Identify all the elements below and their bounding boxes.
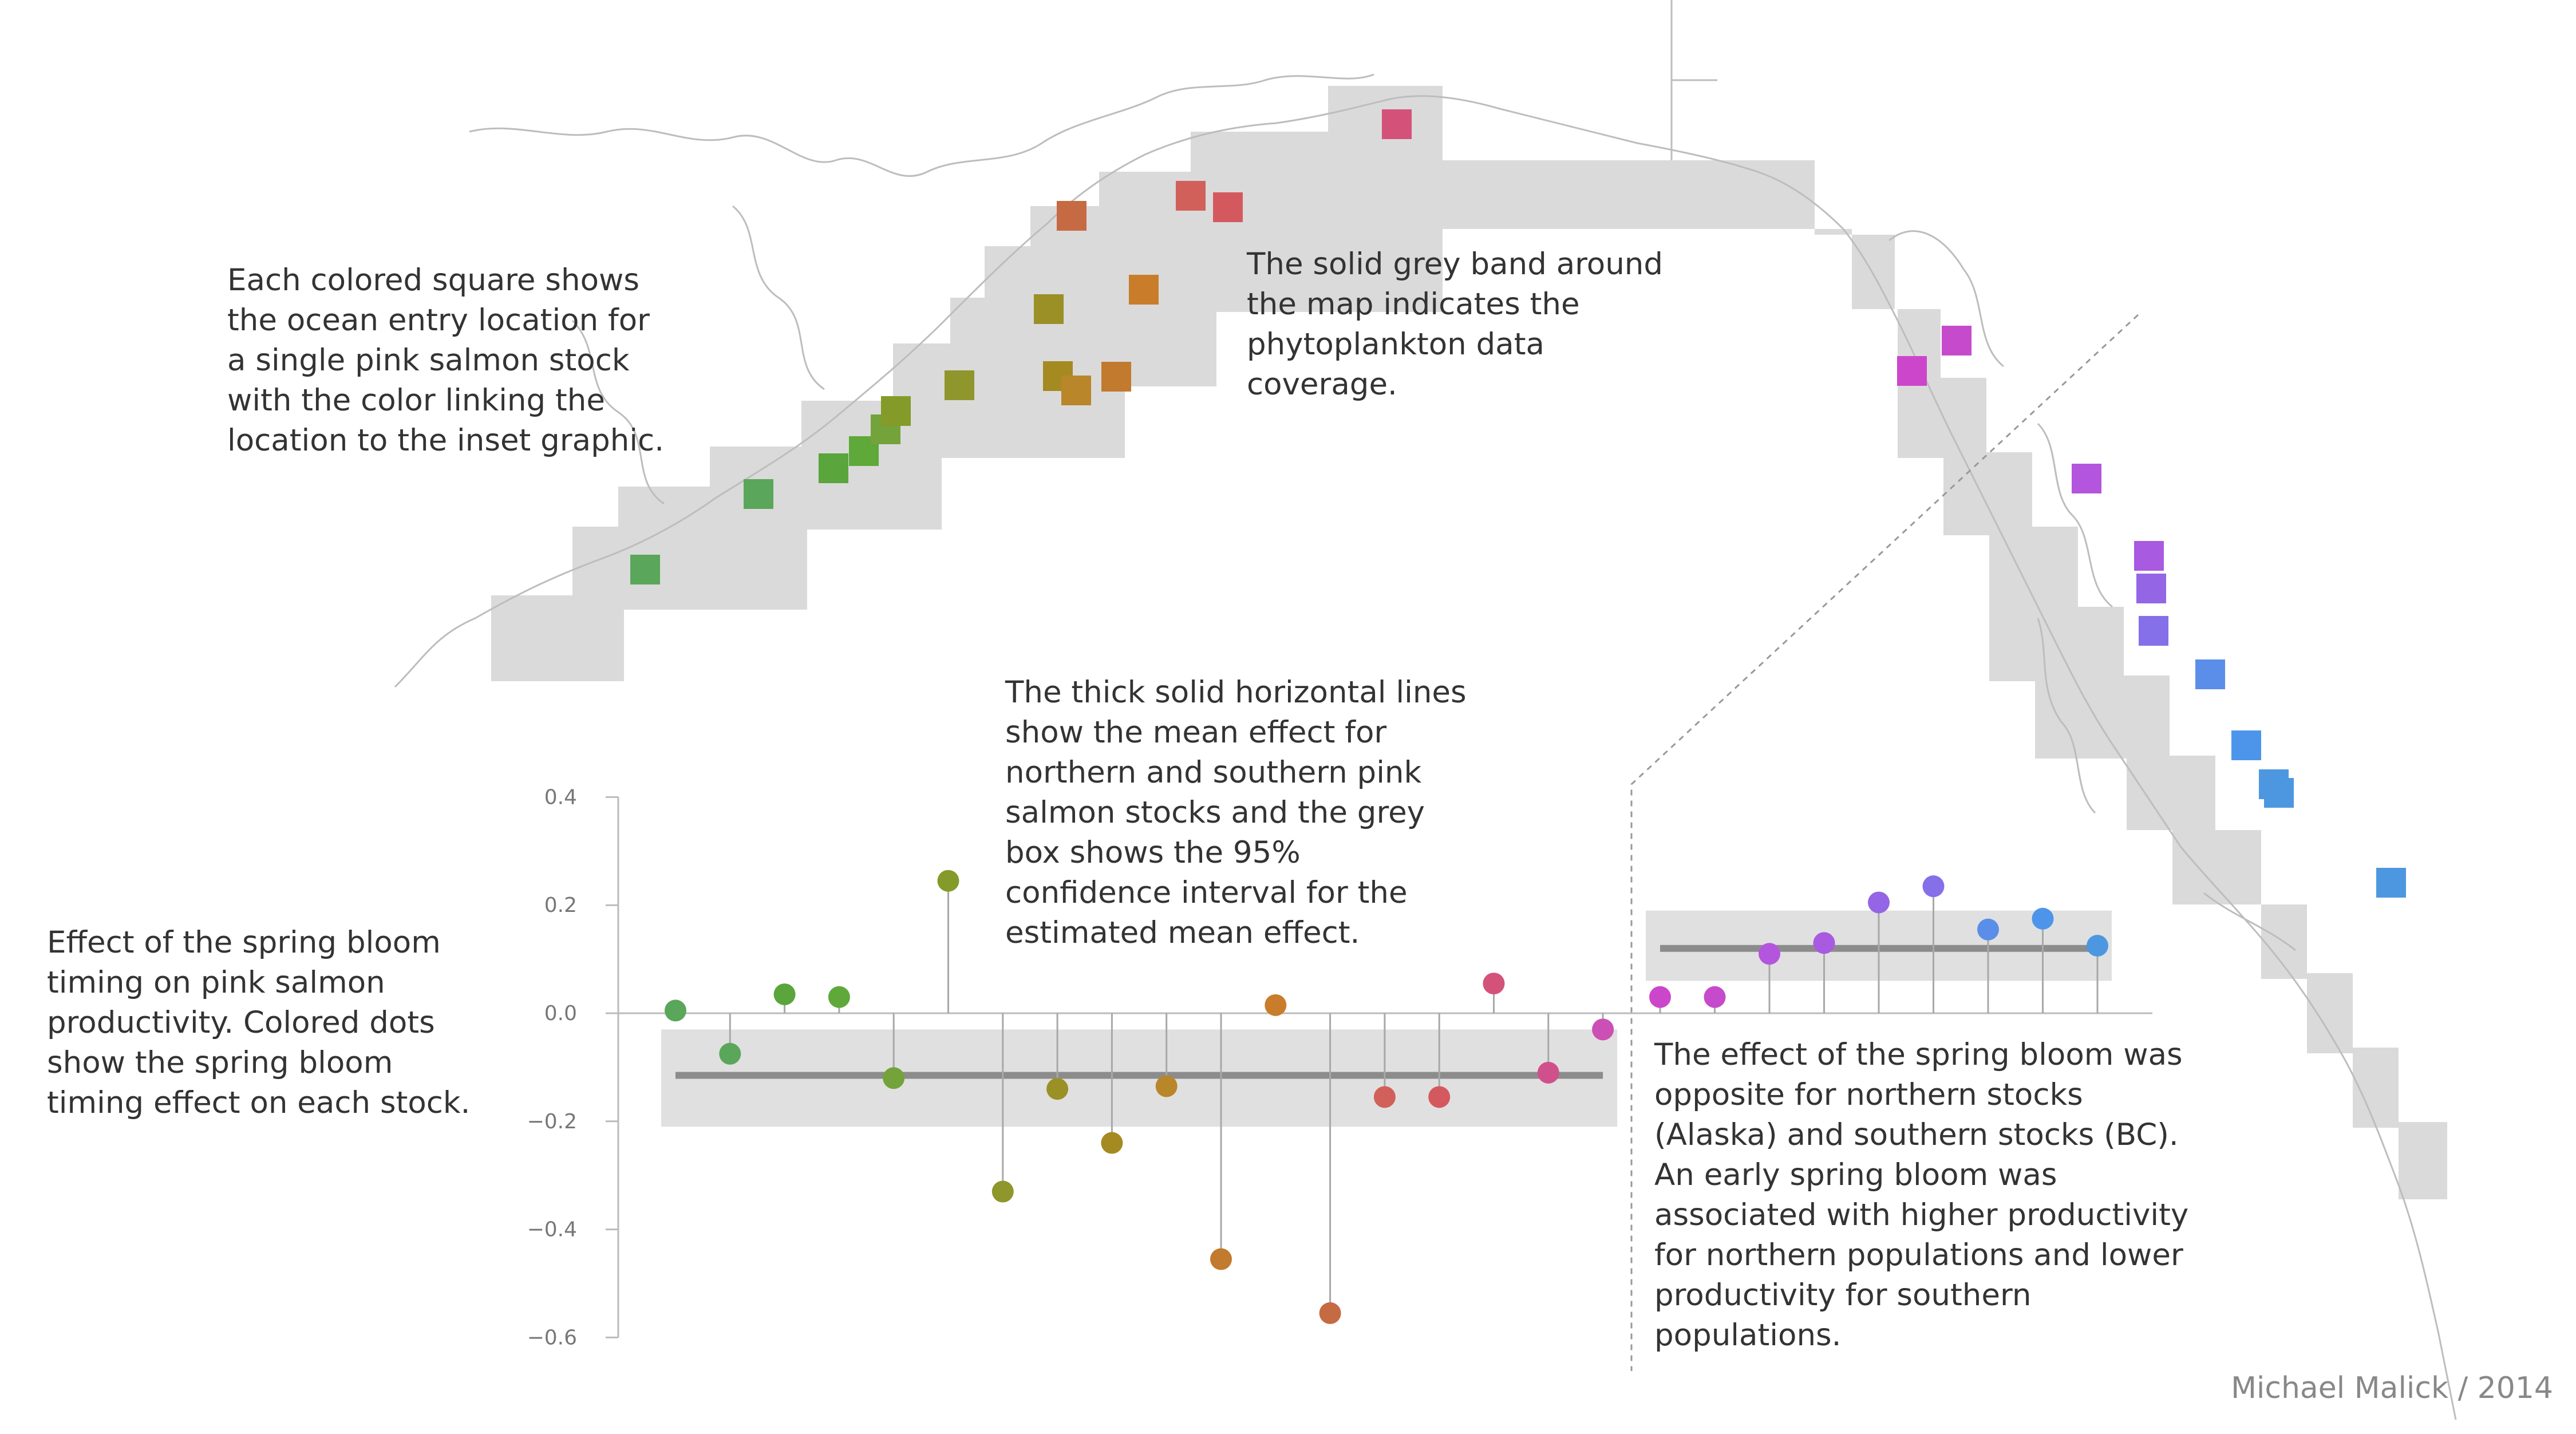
northern-point [1428,1086,1451,1108]
stock-square [1129,275,1159,305]
northern-point [719,1042,741,1065]
stock-square [945,370,974,400]
southern-point [1759,943,1780,965]
annotation-effect: Effect of the spring bloom timing on pin… [47,925,471,1120]
stock-square [1942,326,1971,355]
northern-point [1046,1078,1069,1100]
stock-square [2195,659,2225,689]
stock-square [2134,541,2164,571]
northern-point [1537,1061,1559,1084]
southern-point [2087,935,2108,957]
southern-point [1813,932,1835,954]
stock-square [630,555,660,584]
stock-square [2139,616,2168,646]
credit: Michael Malick / 2014 [2231,1371,2553,1405]
scatter-plot: 0.4 0.2 0.0 −0.2 −0.4 −0.6 [527,785,2152,1349]
y-tick-label: 0.0 [544,1002,577,1025]
northern-point [665,1000,686,1022]
stock-square [1897,356,1927,386]
southern-point [1977,918,1999,941]
stock-square [819,453,848,483]
coastline-bc-islands [1670,0,2296,951]
coastline-alaska [394,95,1844,688]
stock-square [1034,294,1064,324]
northern-point [1592,1018,1614,1041]
northern-point [1101,1132,1123,1154]
y-tick-label: −0.4 [527,1218,577,1242]
stock-squares [630,109,2406,898]
stock-square [881,396,911,426]
northern-point [1155,1075,1178,1097]
stock-square [1061,376,1091,405]
stock-square [2376,868,2406,898]
southern-point [2032,907,2054,930]
dashed-connector [1630,314,2139,1371]
annotation-opposite: The effect of the spring bloom was oppos… [1654,1037,2189,1353]
stock-square [1057,201,1086,231]
northern-point [773,983,796,1005]
coastline-interior [469,73,1374,505]
stock-square [2231,730,2261,760]
coastline-bc [1842,228,2457,1420]
y-tick-label: 0.2 [544,894,577,917]
southern-point [1868,891,1890,914]
northern-point [1319,1302,1341,1324]
northern-point [1373,1086,1396,1108]
northern-point [991,1180,1014,1203]
northern-point [1483,973,1505,995]
northern-point [1210,1248,1232,1270]
y-tick-label: −0.6 [527,1326,577,1349]
northern-point [937,870,959,892]
stock-square [2072,464,2101,493]
annotation-lines: The thick solid horizontal lines show th… [1005,675,1467,950]
y-tick-label: −0.2 [527,1110,577,1133]
stock-square [2264,778,2294,808]
stock-square [1382,109,1412,139]
northern-point [828,986,850,1008]
northern-point [883,1067,905,1089]
y-tick-label: 0.4 [544,785,577,809]
stock-square [1213,192,1243,222]
annotation-squares: Each colored square shows the ocean entr… [227,263,665,458]
stock-square [2136,574,2166,603]
northern-point [1265,994,1287,1016]
annotation-band: The solid grey band around the map indic… [1247,247,1664,402]
stock-square [1101,362,1131,392]
southern-point [1922,875,1945,898]
stock-square [744,479,773,509]
southern-point [1649,986,1671,1008]
southern-point [1704,986,1726,1008]
stock-square [1176,181,1206,211]
